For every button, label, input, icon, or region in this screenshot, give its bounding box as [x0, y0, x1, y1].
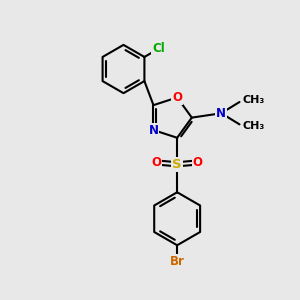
Text: Br: Br [170, 255, 184, 268]
Text: S: S [172, 158, 182, 171]
Text: CH₃: CH₃ [242, 122, 265, 131]
Text: O: O [193, 156, 203, 169]
Text: N: N [216, 107, 226, 120]
Text: CH₃: CH₃ [242, 95, 265, 105]
Text: N: N [148, 124, 158, 136]
Text: O: O [172, 91, 182, 104]
Text: O: O [152, 156, 162, 169]
Text: Cl: Cl [152, 42, 165, 56]
